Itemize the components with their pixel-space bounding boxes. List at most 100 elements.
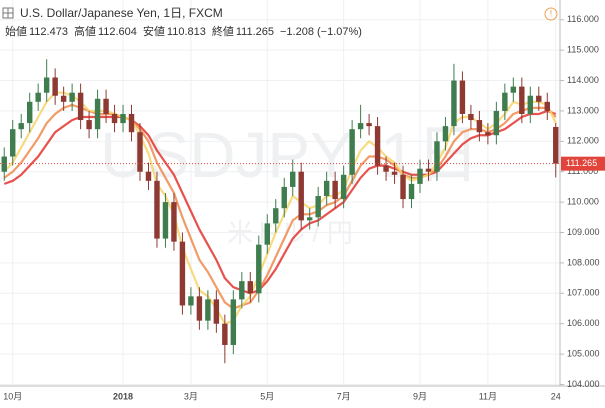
ohlc-key: 始値	[5, 24, 27, 38]
candle-body	[273, 208, 279, 224]
ohlc-key: 安値	[143, 24, 165, 38]
candle-body	[383, 165, 389, 172]
candle-body	[18, 123, 24, 130]
y-tick-label: 113.000	[567, 105, 599, 115]
ohlc-key: 終値	[212, 24, 234, 38]
candle-body	[434, 141, 440, 172]
candle-body	[476, 120, 483, 133]
candle-body	[510, 86, 517, 93]
grid	[0, 0, 560, 386]
alert-icon: !	[550, 8, 553, 18]
candle-body	[128, 113, 135, 133]
candle-body	[52, 77, 58, 96]
axis-panel	[560, 0, 605, 408]
candle-body	[374, 126, 381, 166]
candle-body	[544, 101, 550, 111]
y-tick-label: 107.000	[567, 288, 600, 298]
candle-body	[103, 98, 109, 114]
candle-body	[43, 77, 50, 93]
candle-body	[493, 110, 500, 136]
y-tick-label: 111.000	[567, 166, 598, 176]
candle-body	[10, 129, 16, 157]
x-tick-label: 9月	[413, 391, 427, 401]
candle-body	[69, 92, 75, 102]
candle-body	[357, 123, 364, 130]
candle-body	[315, 196, 321, 218]
candle-body	[502, 92, 508, 111]
ohlc-legend: 始値 112.473 高値 112.604 安値 110.813 終値 111.265 −1.2…	[5, 24, 362, 38]
y-tick-label: 110.000	[567, 196, 599, 206]
candle-body	[60, 95, 67, 102]
x-tick-label: 2018	[113, 391, 133, 401]
candle-body	[417, 168, 423, 184]
candle-body	[485, 132, 491, 136]
last-price-label: 111.265	[566, 158, 597, 168]
candle-body	[391, 171, 398, 175]
candle-body	[553, 126, 559, 164]
x-tick-label: 3月	[184, 391, 198, 401]
candle-body	[298, 171, 304, 221]
candle-body	[145, 171, 152, 181]
ohlc-value: 112.604	[98, 26, 137, 38]
candle-body	[519, 86, 525, 114]
plot	[0, 59, 560, 364]
candle-body	[400, 174, 406, 200]
change: −1.208 (−1.07%)	[280, 26, 362, 38]
candle-body	[137, 132, 143, 172]
y-tick-label: 108.000	[567, 257, 600, 267]
candle-body	[188, 296, 194, 306]
candle-body	[205, 299, 211, 321]
candle-body	[230, 299, 237, 345]
y-tick-label: 115.000	[567, 45, 599, 55]
y-tick-label: 109.000	[567, 227, 600, 237]
candle-body	[222, 323, 228, 345]
candle-body	[306, 217, 313, 221]
y-tick-label: 112.000	[567, 136, 599, 146]
candle-body	[247, 281, 254, 294]
candle-body	[536, 95, 542, 102]
candle-body	[366, 123, 372, 127]
candle-body	[111, 113, 118, 124]
candle-body	[527, 95, 534, 114]
chart-title: U.S. Dollar/Japanese Yen, 1日, FXCM	[20, 6, 223, 20]
candle-body	[264, 223, 270, 245]
candle-body	[35, 92, 41, 102]
x-tick-label: 11月	[479, 391, 497, 401]
candle-body	[332, 180, 338, 200]
ohlc-key: 高値	[74, 24, 96, 38]
candle-body	[94, 98, 101, 130]
candle-body	[179, 241, 186, 306]
y-tick-label: 116.000	[567, 14, 599, 24]
y-tick-label: 114.000	[567, 75, 599, 85]
candle-body	[468, 113, 474, 121]
candle-body	[1, 156, 7, 172]
candle-body	[256, 244, 262, 294]
candle-body	[442, 126, 449, 142]
y-tick-label: 106.000	[567, 318, 600, 328]
candle-body	[171, 202, 177, 242]
x-tick-label: 5月	[260, 391, 274, 401]
candle-body	[408, 183, 415, 200]
x-tick-label: 7月	[337, 391, 351, 401]
candle-body	[196, 296, 203, 321]
candle-body	[154, 180, 160, 239]
candle-body	[281, 186, 287, 209]
candle-body	[26, 101, 33, 124]
y-tick-label: 104.000	[567, 379, 600, 389]
alert-icon[interactable]	[544, 7, 558, 21]
candle-body	[349, 129, 355, 175]
ohlc-value: 111.265	[236, 26, 274, 38]
candle-body	[290, 171, 296, 187]
candle-body	[451, 80, 457, 127]
candle-body	[213, 299, 220, 324]
candle-body	[120, 113, 126, 124]
candle-body	[77, 92, 84, 121]
candle-body	[162, 202, 169, 239]
candle-body	[323, 180, 330, 197]
candle-body	[86, 120, 92, 130]
ohlc-value: 112.473	[29, 26, 68, 38]
candle-body	[239, 281, 245, 300]
y-tick-label: 105.000	[567, 348, 600, 358]
